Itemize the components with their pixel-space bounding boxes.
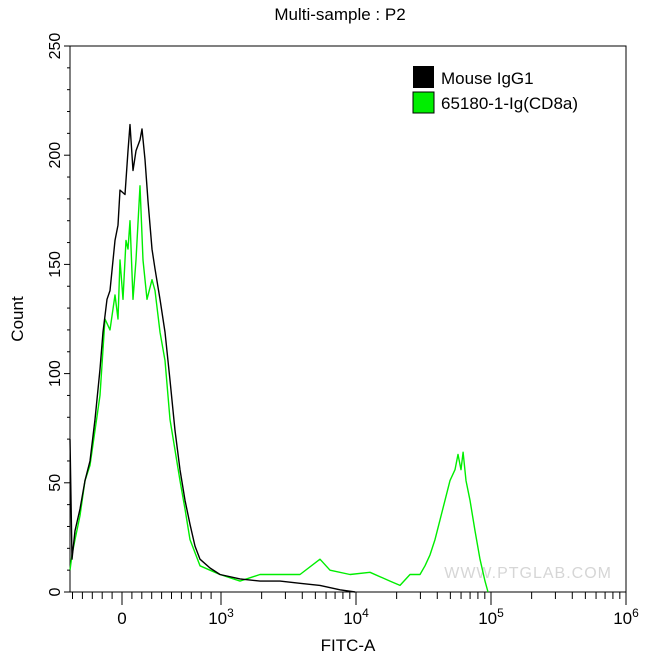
legend-label-mouse-igg1: Mouse IgG1 xyxy=(441,69,534,88)
y-tick-label: 250 xyxy=(47,33,64,60)
series-line-1 xyxy=(69,185,489,593)
watermark: WWW.PTGLAB.COM xyxy=(444,565,612,582)
y-tick-label: 100 xyxy=(47,360,64,387)
legend: Mouse IgG1 65180-1-Ig(CD8a) xyxy=(412,66,578,114)
y-tick-label: 0 xyxy=(47,587,64,596)
legend-swatch-cd8a xyxy=(412,91,435,114)
x-tick-label: 104 xyxy=(343,606,369,628)
x-axis-label: FITC-A xyxy=(321,636,376,655)
x-tick-label: 106 xyxy=(613,606,639,628)
plot-frame xyxy=(69,45,627,593)
legend-swatch-mouse-igg1 xyxy=(413,66,434,88)
y-tick-label: 200 xyxy=(47,142,64,169)
x-tick-label: 0 xyxy=(117,609,126,628)
chart-title: Multi-sample : P2 xyxy=(274,5,405,24)
x-tick-label: 105 xyxy=(478,606,504,628)
y-axis-label: Count xyxy=(8,296,27,342)
series-line-0 xyxy=(69,123,356,593)
legend-label-cd8a: 65180-1-Ig(CD8a) xyxy=(441,94,578,113)
x-tick-label: 103 xyxy=(208,606,234,628)
y-tick-label: 50 xyxy=(47,474,64,492)
y-tick-label: 150 xyxy=(47,251,64,278)
